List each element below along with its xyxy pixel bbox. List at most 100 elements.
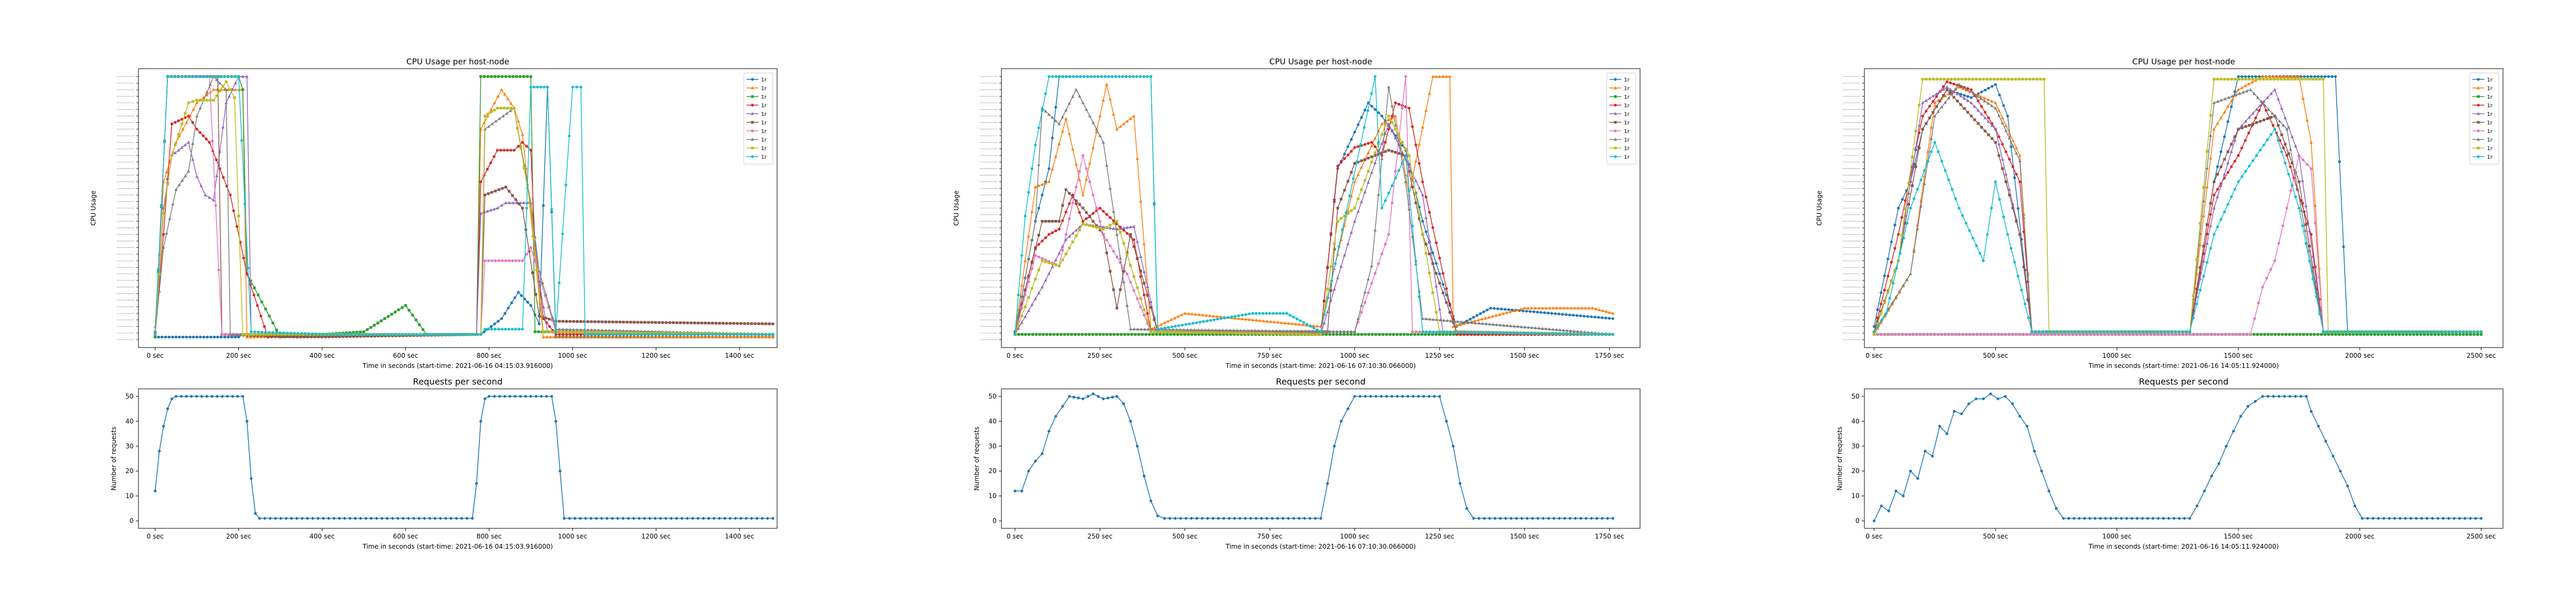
data-point	[1122, 228, 1125, 232]
data-point	[1377, 129, 1380, 132]
data-point	[375, 517, 378, 520]
data-point	[489, 110, 493, 114]
data-point	[1284, 332, 1287, 335]
data-point	[1078, 94, 1081, 98]
data-point	[2476, 333, 2479, 336]
data-point	[1061, 204, 1064, 207]
data-point	[537, 330, 540, 334]
data-point	[1054, 220, 1057, 223]
data-point	[2338, 333, 2341, 336]
data-point	[497, 328, 500, 331]
data-point	[2212, 193, 2216, 197]
data-point	[1562, 332, 1565, 335]
data-point	[1150, 306, 1153, 309]
data-point	[1143, 474, 1146, 478]
data-point	[1388, 333, 1392, 336]
data-point	[1949, 87, 1952, 91]
data-point	[1249, 329, 1253, 332]
data-point	[1034, 460, 1037, 463]
data-point	[281, 335, 284, 338]
data-point	[1150, 327, 1154, 331]
data-point	[679, 321, 682, 324]
data-point	[651, 335, 655, 338]
data-point	[1391, 114, 1394, 117]
data-point	[509, 109, 513, 112]
data-point	[1233, 315, 1237, 318]
data-point	[665, 335, 669, 338]
data-point	[1270, 332, 1273, 335]
data-point	[1460, 330, 1463, 334]
data-point	[1180, 333, 1183, 336]
data-point	[306, 517, 309, 520]
data-point	[508, 259, 511, 262]
data-point	[609, 331, 612, 334]
data-point	[1380, 151, 1384, 154]
data-point	[1387, 191, 1391, 195]
data-point	[572, 333, 575, 336]
data-point	[1129, 419, 1132, 423]
data-point	[1935, 92, 1938, 95]
data-point	[740, 333, 743, 336]
data-point	[693, 335, 697, 338]
data-point	[500, 328, 503, 331]
data-point	[2236, 88, 2240, 91]
data-point	[1611, 517, 1614, 520]
data-point	[1119, 231, 1122, 234]
data-point	[348, 517, 352, 520]
data-point	[1441, 75, 1445, 78]
data-point	[1431, 75, 1435, 78]
x-tick-label: 250 sec	[1087, 352, 1113, 359]
data-point	[1251, 318, 1255, 321]
data-point	[771, 335, 775, 338]
data-point	[479, 211, 482, 215]
data-point	[1246, 329, 1250, 332]
data-point	[385, 517, 389, 520]
legend-entry: 1r	[1624, 154, 1630, 160]
data-point	[226, 335, 230, 338]
data-point	[2309, 333, 2312, 336]
plot-area	[1872, 75, 2483, 336]
data-point	[2312, 333, 2316, 336]
data-point	[1366, 151, 1370, 154]
data-point	[2240, 86, 2244, 90]
data-point	[253, 286, 256, 290]
data-point	[514, 259, 517, 262]
data-point	[205, 93, 209, 97]
data-point	[2299, 333, 2302, 336]
data-point	[1435, 262, 1438, 265]
data-point	[1079, 75, 1082, 78]
data-point	[555, 335, 559, 338]
data-point	[407, 517, 410, 520]
data-point	[262, 333, 266, 336]
data-point	[338, 335, 341, 338]
data-point	[633, 335, 637, 338]
data-point	[218, 81, 222, 85]
data-point	[1184, 323, 1188, 326]
data-point	[520, 294, 523, 297]
data-point	[1373, 154, 1377, 157]
data-point	[1102, 397, 1105, 401]
data-point	[1109, 270, 1112, 273]
data-point	[1484, 331, 1488, 334]
data-point	[1016, 327, 1020, 330]
data-point	[1483, 517, 1486, 520]
data-point	[1401, 161, 1404, 165]
data-point	[552, 335, 556, 338]
data-point	[174, 188, 178, 191]
data-point	[486, 75, 489, 78]
data-point	[675, 517, 678, 520]
data-point	[541, 335, 545, 338]
data-point	[386, 315, 390, 318]
data-point	[1059, 333, 1063, 336]
data-point	[1037, 255, 1041, 259]
data-point	[1161, 328, 1165, 331]
data-point	[1170, 330, 1174, 334]
data-point	[2334, 333, 2337, 336]
x-tick-label: 200 sec	[226, 352, 251, 359]
data-point	[729, 322, 732, 325]
data-point	[1987, 116, 1990, 120]
data-point	[1074, 88, 1078, 91]
data-point	[1054, 154, 1058, 158]
data-point	[1071, 231, 1074, 235]
data-point	[1384, 150, 1387, 153]
